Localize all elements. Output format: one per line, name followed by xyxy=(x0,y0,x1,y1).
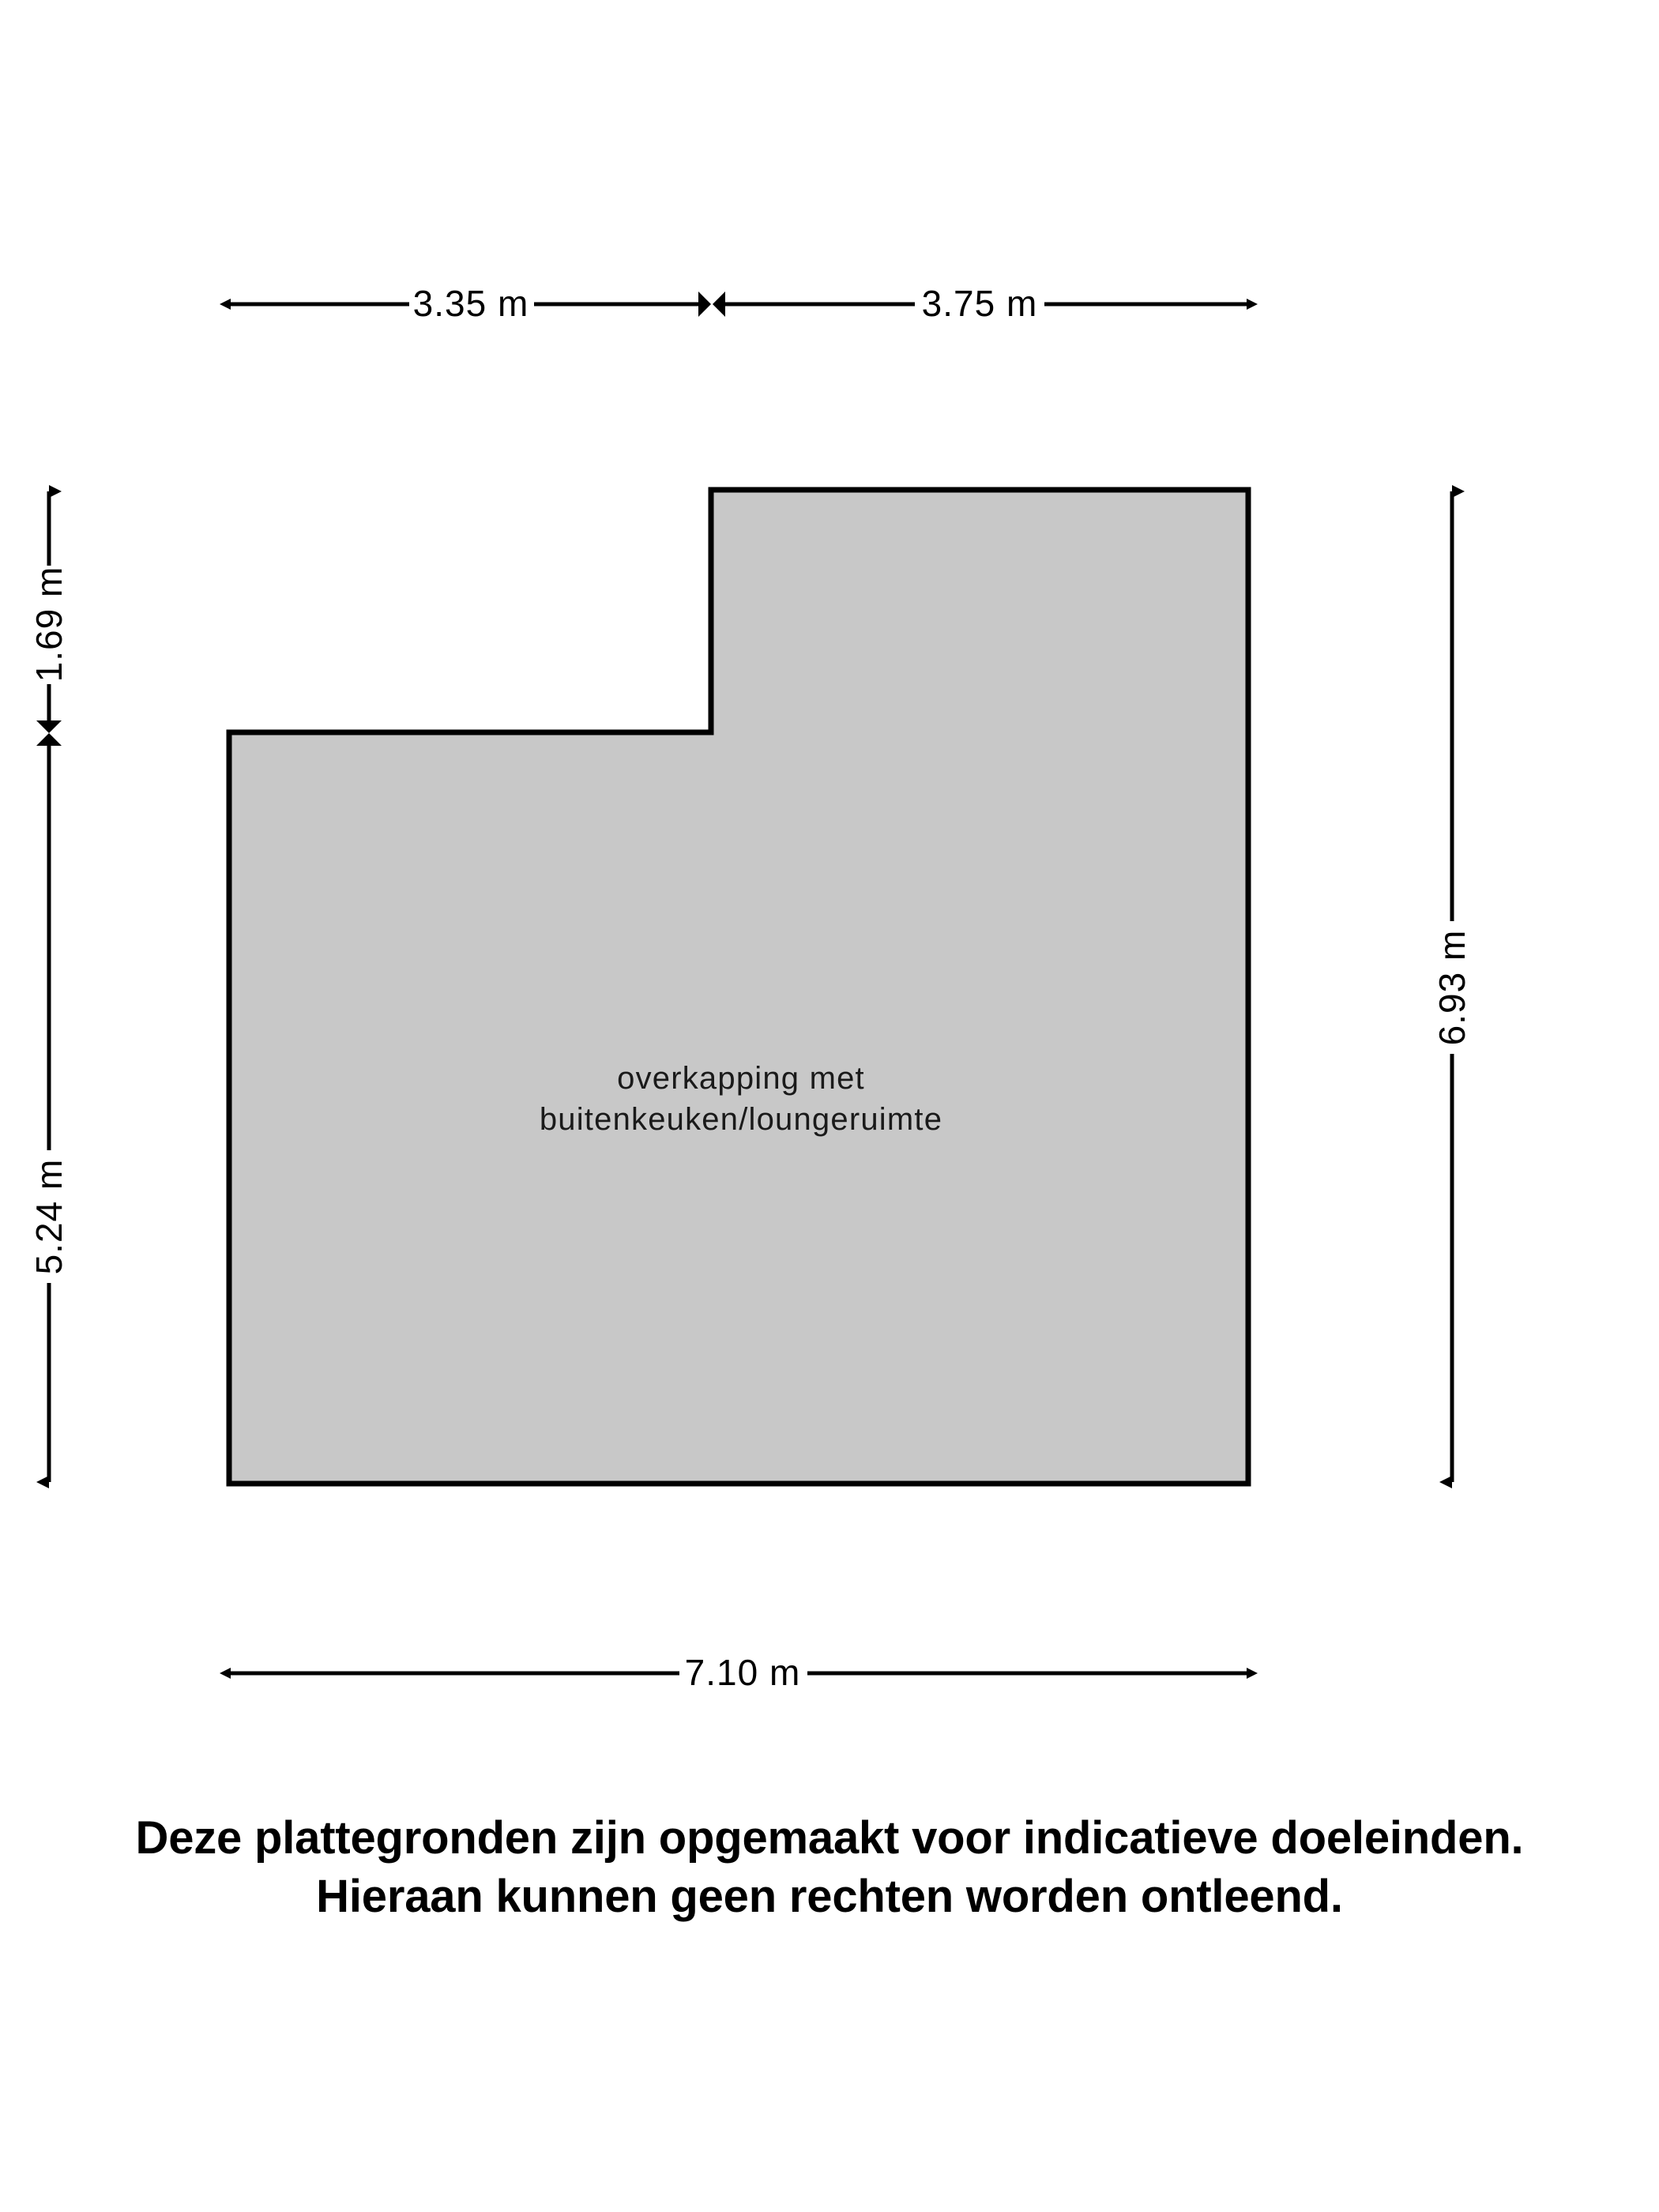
room-outline xyxy=(226,487,1251,1487)
dimension-left-upper: 1.69 m xyxy=(28,485,70,733)
disclaimer-line-1: Deze plattegronden zijn opgemaakt voor i… xyxy=(135,1812,1524,1864)
dimension-left-lower: 5.24 m xyxy=(28,733,70,1488)
dimension-right-total-label: 6.93 m xyxy=(1431,930,1473,1046)
dimension-tick-mid-left xyxy=(698,292,711,317)
dimension-tick-left-lower xyxy=(36,733,62,746)
disclaimer-line-2: Hieraan kunnen geen rechten worden ontle… xyxy=(316,1871,1343,1923)
dimension-top-left: 3.35 m xyxy=(220,283,711,324)
dimension-top-left-label: 3.35 m xyxy=(413,283,529,324)
dimension-top-right-label: 3.75 m xyxy=(922,283,1038,324)
dimension-bottom-total: 7.10 m xyxy=(220,1652,1258,1693)
dimension-left-upper-label: 1.69 m xyxy=(28,566,70,683)
room-label-line2: buitenkeuken/loungeruimte xyxy=(540,1102,942,1137)
dimension-left-lower-label: 5.24 m xyxy=(28,1159,70,1275)
dimension-bottom-total-label: 7.10 m xyxy=(685,1652,801,1693)
dimension-top-right: 3.75 m xyxy=(713,283,1258,324)
dimension-right-total: 6.93 m xyxy=(1431,485,1473,1488)
dimension-tick-mid-right xyxy=(713,292,725,317)
room-label-line1: overkapping met xyxy=(617,1061,865,1096)
dimension-tick-left-upper xyxy=(36,720,62,733)
disclaimer: Deze plattegronden zijn opgemaakt voor i… xyxy=(0,1809,1659,1926)
